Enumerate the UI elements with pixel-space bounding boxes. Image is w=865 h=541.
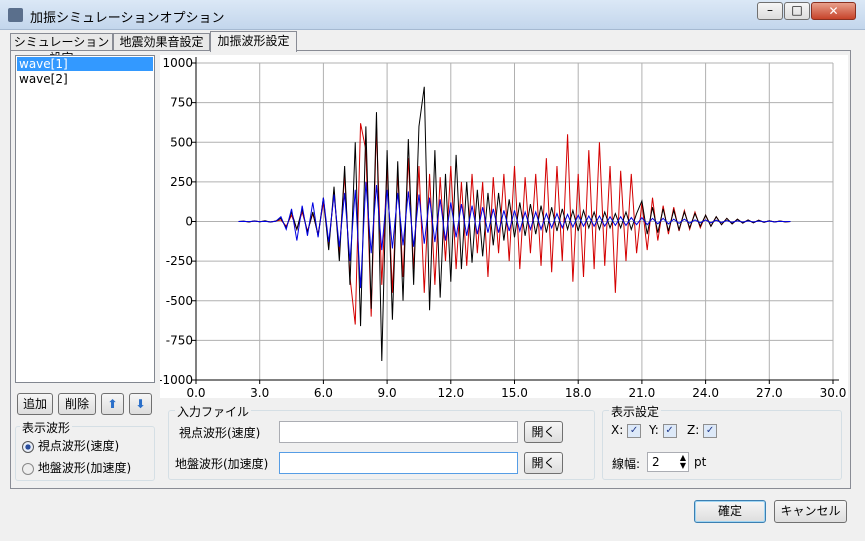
group-title: 表示波形 (20, 419, 73, 436)
display-settings-group: 表示設定 X: ✓ Y: ✓ Z: ✓ 線幅: 2 ▲ ▼ pt (602, 403, 842, 480)
app-icon (8, 8, 23, 22)
x-tick-label: 30.0 (820, 386, 847, 398)
x-tick-label: 9.0 (378, 386, 397, 398)
x-tick-label: 15.0 (501, 386, 528, 398)
radio-label: 視点波形(速度) (37, 439, 120, 453)
minimize-button[interactable]: – (757, 2, 783, 20)
radio-label: 地盤波形(加速度) (37, 461, 132, 475)
x-tick-label: 21.0 (629, 386, 656, 398)
x-tick-label: 27.0 (756, 386, 783, 398)
move-up-button[interactable]: ⬆ (101, 393, 124, 415)
window-title: 加振シミュレーションオプション (30, 11, 225, 26)
checkbox-label: Y: (649, 423, 659, 437)
close-button[interactable]: ✕ (811, 2, 856, 20)
title-bar: 加振シミュレーションオプション – □ ✕ (0, 0, 865, 30)
cancel-button[interactable]: キャンセル (774, 500, 847, 523)
checkbox[interactable]: X: ✓ (611, 423, 642, 438)
y-tick-label: 500 (170, 135, 193, 149)
chart-panel: 1000 750 500 250 0 -250 -500 -750 -1000 0.0 3.0 6.0… (158, 55, 848, 400)
y-tick-label: -1000 (160, 373, 193, 387)
list-item-selected[interactable]: wave[1] (17, 57, 153, 71)
file-input[interactable] (279, 452, 518, 474)
x-tick-label: 3.0 (250, 386, 269, 398)
add-button[interactable]: 追加 (17, 393, 53, 415)
wave-line (238, 181, 791, 289)
wave-list: wave[1] wave[2] (15, 55, 155, 383)
group-title: 表示設定 (609, 403, 662, 420)
input-file-group: 入力ファイル 視点波形(速度) 開く 地盤波形(加速度) 開く (168, 403, 595, 480)
tab[interactable]: シミュレーション設定 (10, 33, 113, 65)
field-label: 線幅: (612, 457, 641, 471)
y-tick-label: -250 (166, 254, 193, 268)
tab-selected[interactable]: 加振波形設定 (210, 31, 297, 52)
y-tick-label: 250 (170, 175, 193, 189)
move-down-button[interactable]: ⬇ (129, 393, 152, 415)
radio-option[interactable]: 視点波形(速度) (22, 437, 119, 454)
list-item[interactable]: wave[2] (19, 72, 68, 86)
tab[interactable]: 地震効果音設定 (113, 33, 210, 51)
x-tick-label: 0.0 (186, 386, 205, 398)
y-tick-label: -750 (166, 333, 193, 347)
field-label: 地盤波形(加速度) (175, 457, 269, 471)
spinner[interactable]: 2 ▲ ▼ (647, 452, 689, 472)
checkbox-label: Z: (687, 423, 700, 437)
checkbox-label: X: (611, 423, 624, 437)
y-tick-label: -500 (166, 294, 193, 308)
file-input[interactable] (279, 421, 518, 443)
x-tick-label: 12.0 (437, 386, 464, 398)
field-label: 視点波形(速度) (179, 426, 261, 440)
ok-button[interactable]: 確定 (694, 500, 766, 523)
y-tick-label: 1000 (162, 56, 193, 70)
display-wave-group: 表示波形 視点波形(速度) 地盤波形(加速度) (15, 419, 155, 481)
open-button[interactable]: 開く (524, 452, 563, 474)
x-tick-label: 6.0 (314, 386, 333, 398)
open-button[interactable]: 開く (524, 421, 563, 443)
maximize-button[interactable]: □ (784, 2, 810, 20)
y-tick-label: 750 (170, 96, 193, 110)
group-title: 入力ファイル (175, 403, 252, 420)
spinner-value: 2 (652, 455, 660, 469)
checkbox[interactable]: Z: ✓ (687, 423, 718, 438)
unit-label: pt (694, 455, 707, 469)
checkbox[interactable]: Y: ✓ (649, 423, 677, 438)
y-tick-label: 0 (185, 215, 193, 229)
delete-button[interactable]: 削除 (58, 393, 96, 415)
x-tick-label: 24.0 (692, 386, 719, 398)
radio-option[interactable]: 地盤波形(加速度) (22, 459, 131, 476)
x-tick-label: 18.0 (565, 386, 592, 398)
